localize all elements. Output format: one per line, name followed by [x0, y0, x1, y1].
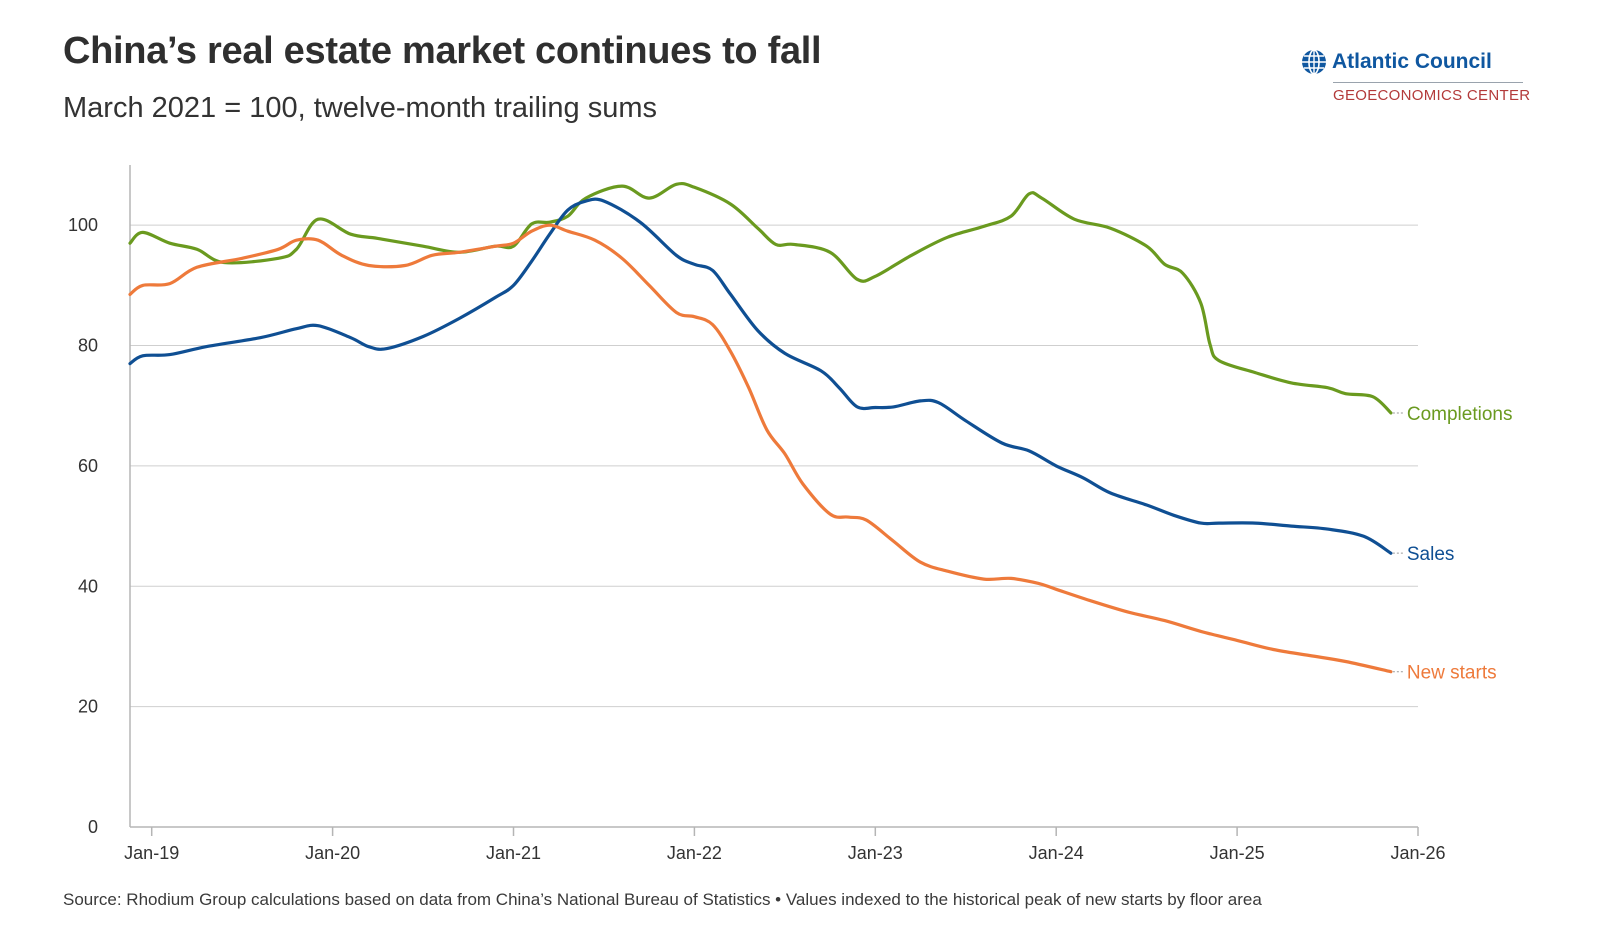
x-tick-label: Jan-21 [486, 843, 541, 863]
y-tick-label: 100 [68, 215, 98, 235]
series-line-completions [128, 181, 1393, 415]
y-tick-label: 80 [78, 336, 98, 356]
x-tick-label: Jan-22 [667, 843, 722, 863]
y-tick-label: 40 [78, 576, 98, 596]
series-line-new-starts [128, 223, 1393, 674]
x-tick-label: Jan-19 [124, 843, 179, 863]
x-tick-label: Jan-20 [305, 843, 360, 863]
logo-name: Atlantic Council [1332, 50, 1492, 73]
y-tick-label: 0 [88, 817, 98, 837]
logo-divider [1333, 82, 1523, 83]
y-tick-label: 60 [78, 456, 98, 476]
series-line-sales [128, 197, 1393, 555]
atlantic-council-logo[interactable]: Atlantic Council GEOECONOMICS CENTER [1300, 48, 1540, 104]
y-tick-label: 20 [78, 697, 98, 717]
chart-subtitle: March 2021 = 100, twelve-month trailing … [63, 92, 657, 124]
series-label-new-starts: New starts [1407, 663, 1497, 684]
series-label-sales: Sales [1407, 544, 1455, 565]
x-tick-label: Jan-24 [1029, 843, 1084, 863]
chart-title: China’s real estate market continues to … [63, 30, 822, 72]
series-label-completions: Completions [1407, 404, 1513, 425]
globe-icon [1300, 48, 1328, 76]
x-tick-label: Jan-26 [1390, 843, 1445, 863]
source-note: Source: Rhodium Group calculations based… [63, 890, 1262, 909]
x-tick-label: Jan-25 [1210, 843, 1265, 863]
logo-center-name: GEOECONOMICS CENTER [1333, 87, 1531, 104]
x-tick-label: Jan-23 [848, 843, 903, 863]
